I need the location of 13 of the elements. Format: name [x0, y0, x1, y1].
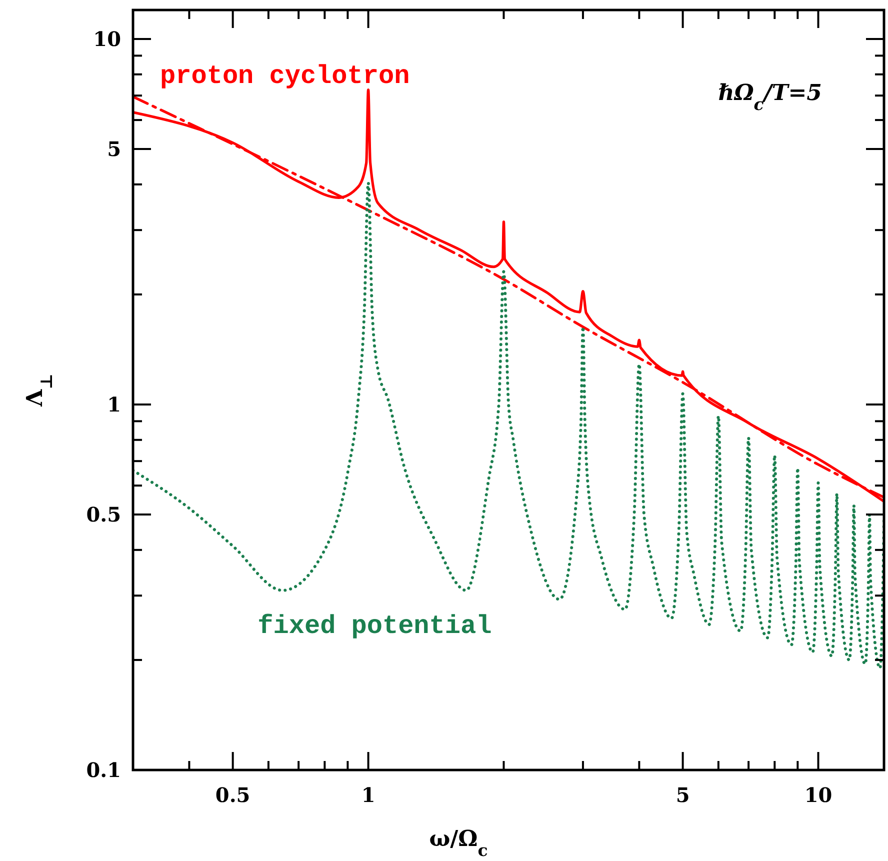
x-tick-label: 1 [361, 783, 376, 807]
x-tick-label: 5 [676, 783, 690, 807]
series-label: fixed potential [258, 611, 492, 642]
y-tick-label: 5 [107, 136, 121, 161]
series-label: proton cyclotron [160, 60, 410, 91]
y-tick-label: 0.1 [86, 758, 121, 782]
y-tick-label: 1 [107, 392, 121, 416]
y-tick-label: 10 [93, 26, 121, 51]
annotation: ℏΩ$_{c}$/T=5 [718, 80, 822, 114]
x-tick-label: 0.5 [215, 783, 250, 807]
x-axis-title: ω/Ω$_{c}$ [429, 826, 488, 860]
y-tick-label: 0.5 [86, 502, 121, 527]
x-tick-label: 10 [804, 783, 832, 807]
